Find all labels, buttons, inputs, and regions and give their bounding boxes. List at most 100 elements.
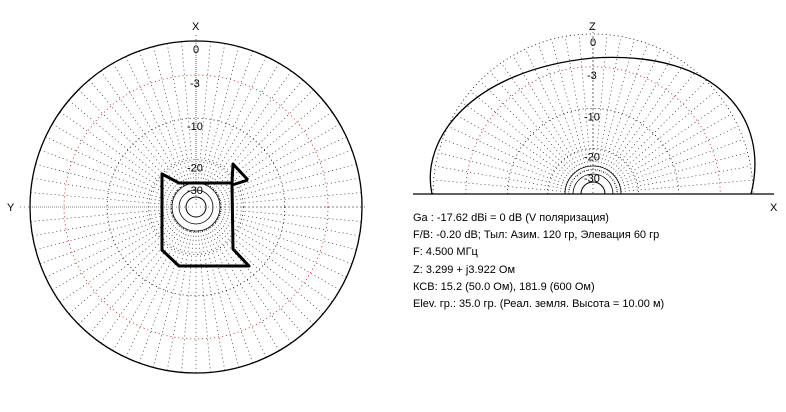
radial-grid-line: [208, 63, 280, 186]
radial-grid-line: [125, 229, 186, 358]
radial-grid-line: [89, 225, 181, 335]
radial-grid-line: [181, 231, 195, 373]
ring-label: -10: [187, 121, 203, 133]
radial-grid-line: [614, 126, 739, 185]
radial-grid-line: [447, 126, 572, 185]
radial-grid-line: [216, 111, 333, 193]
radial-grid-line: [500, 62, 580, 175]
azimuth-plot: 0 -3 -10 -20 -30 X Y: [7, 21, 368, 374]
radial-grid-line: [59, 111, 176, 193]
radial-grid-line: [609, 80, 707, 178]
radial-grid-line: [208, 228, 280, 351]
impedance-line: Z: 3.299 + j3.922 Ом: [413, 263, 516, 276]
radial-grid-line: [204, 230, 254, 364]
radial-grid-line: [219, 149, 353, 199]
radial-grid-line: [611, 90, 716, 179]
azimuth-pattern-outline: [29, 40, 363, 374]
radial-grid-line: [616, 179, 753, 193]
elevation-ring-labels: 0 -3 -10 -20 -30: [584, 37, 600, 185]
radial-grid-line: [214, 222, 324, 314]
ring-label: -20: [584, 151, 600, 163]
radial-grid-line: [45, 217, 174, 278]
ring-grid-m20: [148, 159, 244, 255]
radial-grid-line: [470, 90, 575, 179]
radial-grid-line: [197, 231, 211, 373]
radial-grid-line: [213, 224, 314, 325]
elevation-line: Elev. гр.: 35.0 гр. (Реал. земля. Высота…: [413, 298, 665, 311]
radial-grid-line: [564, 36, 590, 171]
radial-grid-line: [608, 71, 697, 176]
radial-grid-line: [479, 80, 577, 178]
radial-grid-line: [206, 56, 267, 185]
radial-grid-line: [525, 48, 584, 173]
radial-grid-line: [112, 228, 184, 351]
ring-grid-m10: [507, 108, 679, 195]
radial-grid-line: [52, 219, 175, 291]
radial-grid-line: [461, 101, 574, 181]
ring-label: -3: [587, 70, 597, 82]
azimuth-axis-label-top: X: [192, 21, 200, 33]
elevation-inner-ring-3: [564, 165, 622, 195]
radial-grid-line: [600, 43, 649, 172]
radial-grid-line: [100, 70, 182, 187]
radial-grid-line: [138, 50, 188, 184]
radial-grid-line: [578, 34, 592, 171]
radial-grid-line: [489, 71, 578, 176]
radial-grid-line: [210, 227, 292, 344]
radial-grid-line: [152, 230, 190, 368]
radial-grid-line: [211, 79, 303, 189]
radial-grid-line: [202, 46, 240, 184]
radial-grid-line: [89, 79, 181, 189]
ring-grid-m3: [465, 66, 721, 195]
radial-grid-line: [438, 152, 570, 189]
radial-grid-line: [551, 39, 588, 171]
radial-grid-line: [602, 48, 661, 173]
radial-grid-line: [52, 123, 175, 195]
radial-grid-line: [219, 213, 357, 251]
radial-grid-line: [45, 136, 174, 197]
antenna-wire: [160, 162, 251, 268]
radial-grid-line: [598, 39, 635, 171]
ring-label: -30: [584, 173, 600, 185]
azimuth-axis-label-left: Y: [7, 202, 15, 214]
radial-grid-line: [39, 215, 173, 265]
radial-grid-line: [30, 208, 172, 222]
elevation-radial-grid: [433, 28, 753, 195]
radial-grid-line: [100, 227, 182, 344]
elevation-ring-grid: [432, 33, 754, 195]
azimuth-ring-labels: 0 -3 -10 -20 -30: [187, 44, 203, 197]
radial-grid-line: [211, 225, 303, 335]
front-back-line: F/B: -0.20 dB; Тыл: Азим. 120 гр, Элевац…: [413, 229, 660, 242]
ring-label: -20: [187, 163, 203, 175]
radial-grid-line: [210, 70, 292, 187]
ring-label: -30: [187, 185, 203, 197]
gain-line: Ga : -17.62 dBi = 0 dB (V поляризация): [413, 212, 609, 224]
radial-grid-line: [206, 229, 267, 358]
ring-label: 0: [193, 44, 199, 56]
radial-grid-line: [35, 213, 173, 251]
frequency-line: F: 4.500 МГц: [413, 246, 478, 259]
ring-grid-m3: [63, 74, 329, 340]
radial-grid-line: [218, 217, 347, 278]
radial-grid-line: [181, 41, 195, 183]
radial-grid-line: [35, 163, 173, 201]
elevation-axis-label-right: X: [770, 202, 778, 214]
radial-grid-line: [616, 165, 751, 191]
ring-label: -10: [584, 111, 600, 123]
radial-grid-line: [213, 89, 314, 190]
radial-grid-line: [152, 46, 190, 184]
radial-grid-line: [125, 56, 186, 185]
elevation-plot: 0 -3 -10 -20 -30 Z X: [413, 21, 778, 214]
radial-grid-line: [616, 152, 748, 189]
radial-grid-line: [594, 34, 608, 171]
elevation-axis-label-top: Z: [589, 21, 596, 33]
antenna-parameters-panel: Ga : -17.62 dBi = 0 dB (V поляризация) F…: [413, 210, 664, 313]
ring-grid-0: [432, 33, 754, 195]
ring-grid-m20: [547, 148, 639, 195]
swr-line: КСВ: 15.2 (50.0 Ом), 181.9 (600 Ом): [413, 280, 595, 293]
ring-label: -3: [190, 78, 200, 90]
elevation-inner-ring-1: [580, 181, 606, 195]
radial-grid-line: [604, 55, 674, 174]
radial-grid-line: [217, 219, 340, 291]
radial-grid-line: [435, 165, 570, 191]
